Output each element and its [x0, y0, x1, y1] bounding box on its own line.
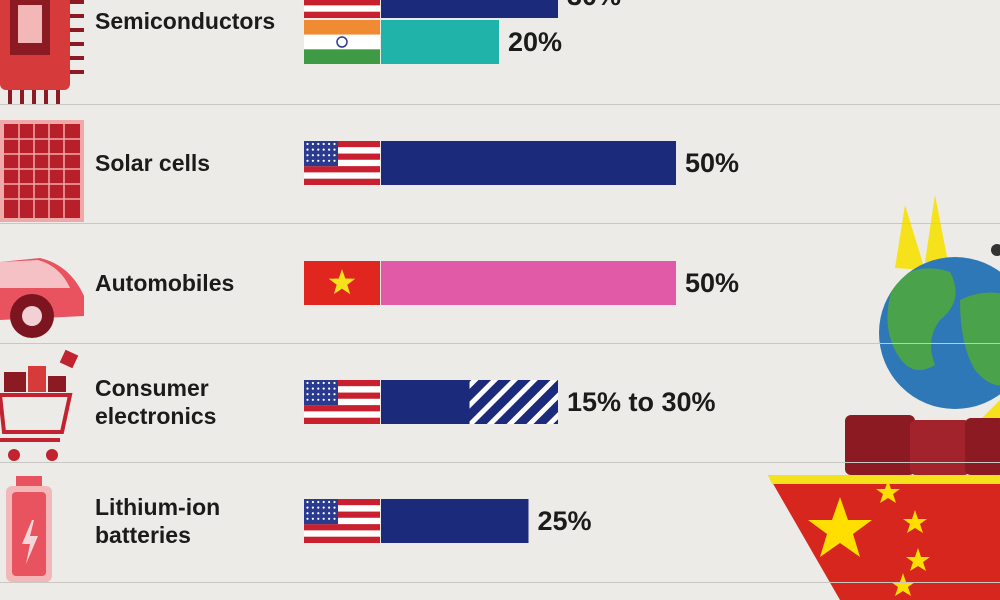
category-label-lithium-ion-batteries: Lithium-ion batteries — [95, 493, 220, 549]
category-label-automobiles: Automobiles — [95, 269, 234, 297]
us-flag-icon — [304, 499, 380, 543]
shopping-cart-icon — [0, 350, 78, 461]
value-label: 50% — [685, 268, 739, 298]
category-label-consumer-electronics: Consumer electronics — [95, 374, 216, 430]
bar-4-0 — [381, 499, 529, 543]
value-label: 25% — [538, 506, 592, 536]
value-label: 50% — [685, 148, 739, 178]
car-icon — [0, 258, 84, 338]
india-flag-icon — [304, 20, 380, 64]
row-divider — [0, 462, 1000, 463]
us-flag-icon — [304, 141, 380, 185]
bar-1-0 — [381, 141, 676, 185]
value-label: 20% — [508, 27, 562, 57]
bar-0-1 — [381, 20, 499, 64]
china-ship-illustration — [768, 195, 1000, 600]
us-flag-icon — [304, 380, 380, 424]
row-divider — [0, 582, 1000, 583]
bar-range-3-0 — [470, 380, 559, 424]
bar-3-0 — [381, 380, 470, 424]
us-flag-icon — [304, 0, 380, 18]
row-divider — [0, 104, 1000, 105]
value-label: 30% — [567, 0, 621, 11]
category-label-semiconductors: Semiconductors — [95, 7, 275, 35]
chip-icon — [0, 0, 84, 104]
battery-icon — [6, 476, 52, 582]
solar-panel-icon — [0, 120, 84, 222]
chart-canvas: Semiconductors Solar cells Automobiles C… — [0, 0, 1000, 600]
value-label: 15% to 30% — [567, 387, 716, 417]
bar-0-0 — [381, 0, 558, 18]
vietnam-flag-icon — [304, 261, 380, 305]
row-divider — [0, 343, 1000, 344]
bar-2-0 — [381, 261, 676, 305]
category-label-solar-cells: Solar cells — [95, 149, 210, 177]
row-divider — [0, 223, 1000, 224]
